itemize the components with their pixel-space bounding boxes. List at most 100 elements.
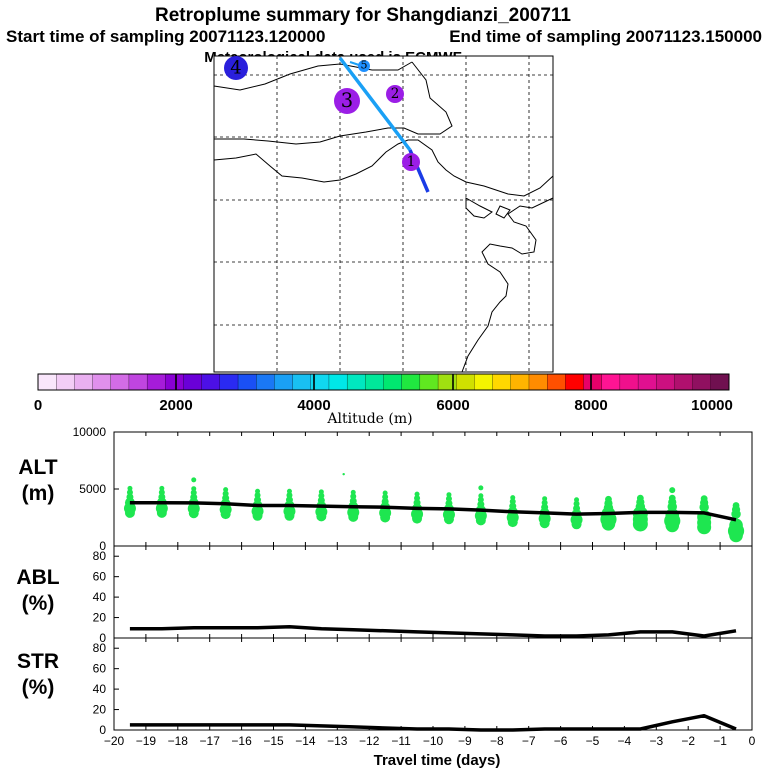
cluster-label: 5 [361, 59, 368, 72]
colorbar-box [656, 373, 675, 391]
altitude-point [286, 488, 292, 494]
x-tick-label: −2 [681, 734, 695, 748]
altitude-point [156, 507, 167, 518]
colorbar-box [637, 373, 657, 391]
cluster-marker [224, 56, 248, 80]
altitude-point [443, 514, 454, 525]
colorbar-box [401, 373, 421, 391]
x-tick-label: −4 [618, 734, 632, 748]
colorbar-box [256, 373, 275, 391]
altitude-point [446, 492, 452, 498]
colorbar-box [37, 373, 57, 391]
colorbar-box [492, 373, 512, 391]
colorbar-box [92, 373, 112, 391]
altitude-point [731, 509, 741, 519]
x-tick-label: −7 [522, 734, 536, 748]
panel-label-abl: ABL [16, 566, 59, 589]
altitude-point [350, 489, 356, 495]
series-line-1 [129, 625, 737, 638]
altitude-point [220, 509, 231, 520]
colorbar-tick-label: 4000 [297, 397, 330, 414]
panel-label-str-unit: (%) [22, 676, 55, 699]
y-tick-label: 40 [93, 682, 107, 696]
colorbar-box [456, 373, 475, 391]
altitude-point [159, 485, 165, 491]
altitude-point [729, 528, 743, 543]
colorbar-tick-label: 2000 [159, 397, 192, 414]
x-tick-label: −6 [554, 734, 568, 748]
altitude-point [382, 490, 388, 496]
panel-2: 80 60 40 20 0 [93, 637, 753, 737]
altitude-point [665, 518, 680, 533]
x-tick-label: −5 [586, 734, 600, 748]
colorbar-box [165, 373, 184, 391]
colorbar-box [510, 373, 530, 391]
colorbar-box [547, 373, 566, 391]
colorbar-box [201, 373, 221, 391]
x-tick-label: −18 [168, 734, 189, 748]
x-tick-label: −20 [104, 734, 125, 748]
panel-frame [113, 545, 753, 639]
colorbar-box [365, 373, 384, 391]
altitude-point [601, 517, 616, 531]
colorbar-box [328, 373, 348, 391]
y-tick-label: 20 [93, 703, 107, 717]
colorbar-box [292, 373, 312, 391]
altitude-point [507, 517, 518, 528]
altitude-point [188, 508, 199, 519]
colorbar-box [56, 373, 75, 391]
colorbar-box [74, 373, 94, 391]
colorbar-box [692, 373, 712, 391]
colorbar-tick-label: 8000 [574, 397, 607, 414]
cluster-label: 2 [391, 86, 400, 102]
colorbar-box [110, 373, 130, 391]
altitude-point [223, 487, 229, 493]
panel-0: 10000 5000 0 [73, 425, 753, 553]
colorbar-box [601, 373, 621, 391]
altitude-point [348, 511, 359, 522]
map-grid [214, 56, 553, 372]
x-tick-label: 0 [749, 734, 756, 748]
cluster-label: 4 [230, 57, 241, 78]
panel-label-alt: ALT [18, 456, 57, 479]
y-tick-label: 0 [99, 539, 106, 553]
colorbar-boxes [37, 373, 730, 391]
x-tick-label: −12 [359, 734, 380, 748]
colorbar-box [237, 373, 257, 391]
sampling-start: Start time of sampling 20071123.120000 [6, 27, 325, 46]
colorbar-box [528, 373, 548, 391]
cluster-label: 1 [407, 154, 416, 170]
altitude-point [632, 516, 648, 532]
cluster-marker [334, 88, 360, 114]
altitude-point [380, 512, 391, 523]
x-tick-label: −14 [295, 734, 316, 748]
cluster-markers: 4 5 3 2 1 [224, 56, 420, 171]
panel-label-abl-unit: (%) [22, 592, 55, 615]
y-tick-label: 80 [93, 641, 107, 655]
colorbar-box [474, 373, 494, 391]
x-tick-label: −11 [391, 734, 411, 748]
series-line-2 [129, 713, 737, 732]
y-tick-label: 80 [93, 549, 107, 563]
altitude-point [255, 488, 261, 494]
colorbar-box [274, 373, 294, 391]
colorbar-tick-label: 10000 [691, 397, 733, 414]
y-tick-label: 20 [93, 611, 107, 625]
x-tick-label: −19 [136, 734, 157, 748]
y-tick-label: 40 [93, 590, 107, 604]
y-tick-label: 10000 [73, 425, 107, 439]
colorbar-box [710, 373, 730, 391]
colorbar-box [419, 373, 439, 391]
colorbar-tick-label: 6000 [436, 397, 469, 414]
altitude-point [539, 518, 550, 529]
altitude-point [414, 491, 420, 497]
figure-title: Retroplume summary for Shangdianzi_20071… [155, 5, 571, 26]
cluster-marker [402, 153, 420, 171]
y-tick-label: 0 [99, 723, 106, 737]
colorbar-frame [37, 373, 730, 391]
map-coastlines [213, 61, 554, 373]
altitude-point [475, 515, 486, 526]
x-tick-label: −8 [490, 734, 504, 748]
